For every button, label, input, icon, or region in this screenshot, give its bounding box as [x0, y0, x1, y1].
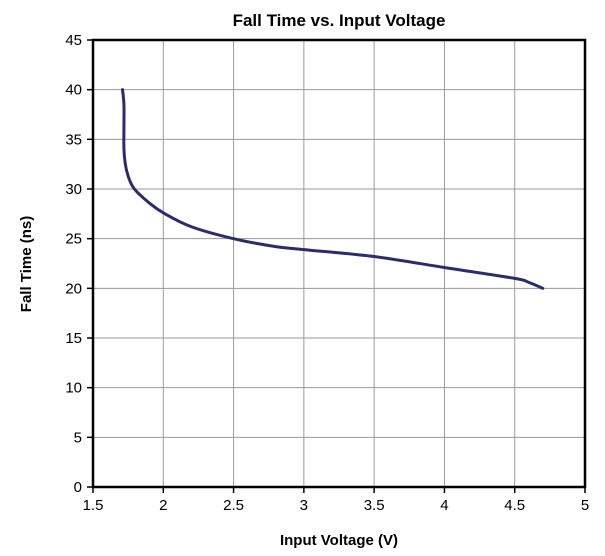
y-tick-label: 15 [65, 330, 82, 347]
series-layer [121, 88, 545, 290]
y-tick-label: 0 [74, 479, 82, 496]
y-tick-label: 40 [65, 82, 82, 99]
y-tick-label: 5 [74, 429, 82, 446]
x-tick-label: 2 [159, 497, 167, 514]
y-tick-label: 35 [65, 131, 82, 148]
x-tick-label: 5 [581, 497, 589, 514]
x-tick-label: 4 [440, 497, 448, 514]
fall-time-series-line [121, 88, 545, 290]
y-tick-label: 25 [65, 231, 82, 248]
y-tick-label: 45 [65, 32, 82, 49]
y-axis-label: Fall Time (ns) [18, 216, 35, 312]
y-tick-label: 10 [65, 380, 82, 397]
ticks: 1.5 2 2.5 3 3.5 4 4.5 5 0 5 10 15 20 25 30 35 40 45 [65, 32, 589, 514]
x-tick-label: 3.5 [364, 497, 385, 514]
x-axis-label: Input Voltage (V) [280, 532, 398, 549]
x-tick-label: 3 [300, 497, 308, 514]
y-tick-label: 20 [65, 280, 82, 297]
x-tick-label: 2.5 [223, 497, 244, 514]
y-tick-label: 30 [65, 181, 82, 198]
gridlines [93, 40, 585, 487]
x-tick-label: 1.5 [83, 497, 104, 514]
x-tick-label: 4.5 [504, 497, 525, 514]
chart-title: Fall Time vs. Input Voltage [233, 11, 446, 30]
plot-frame [91, 38, 587, 489]
